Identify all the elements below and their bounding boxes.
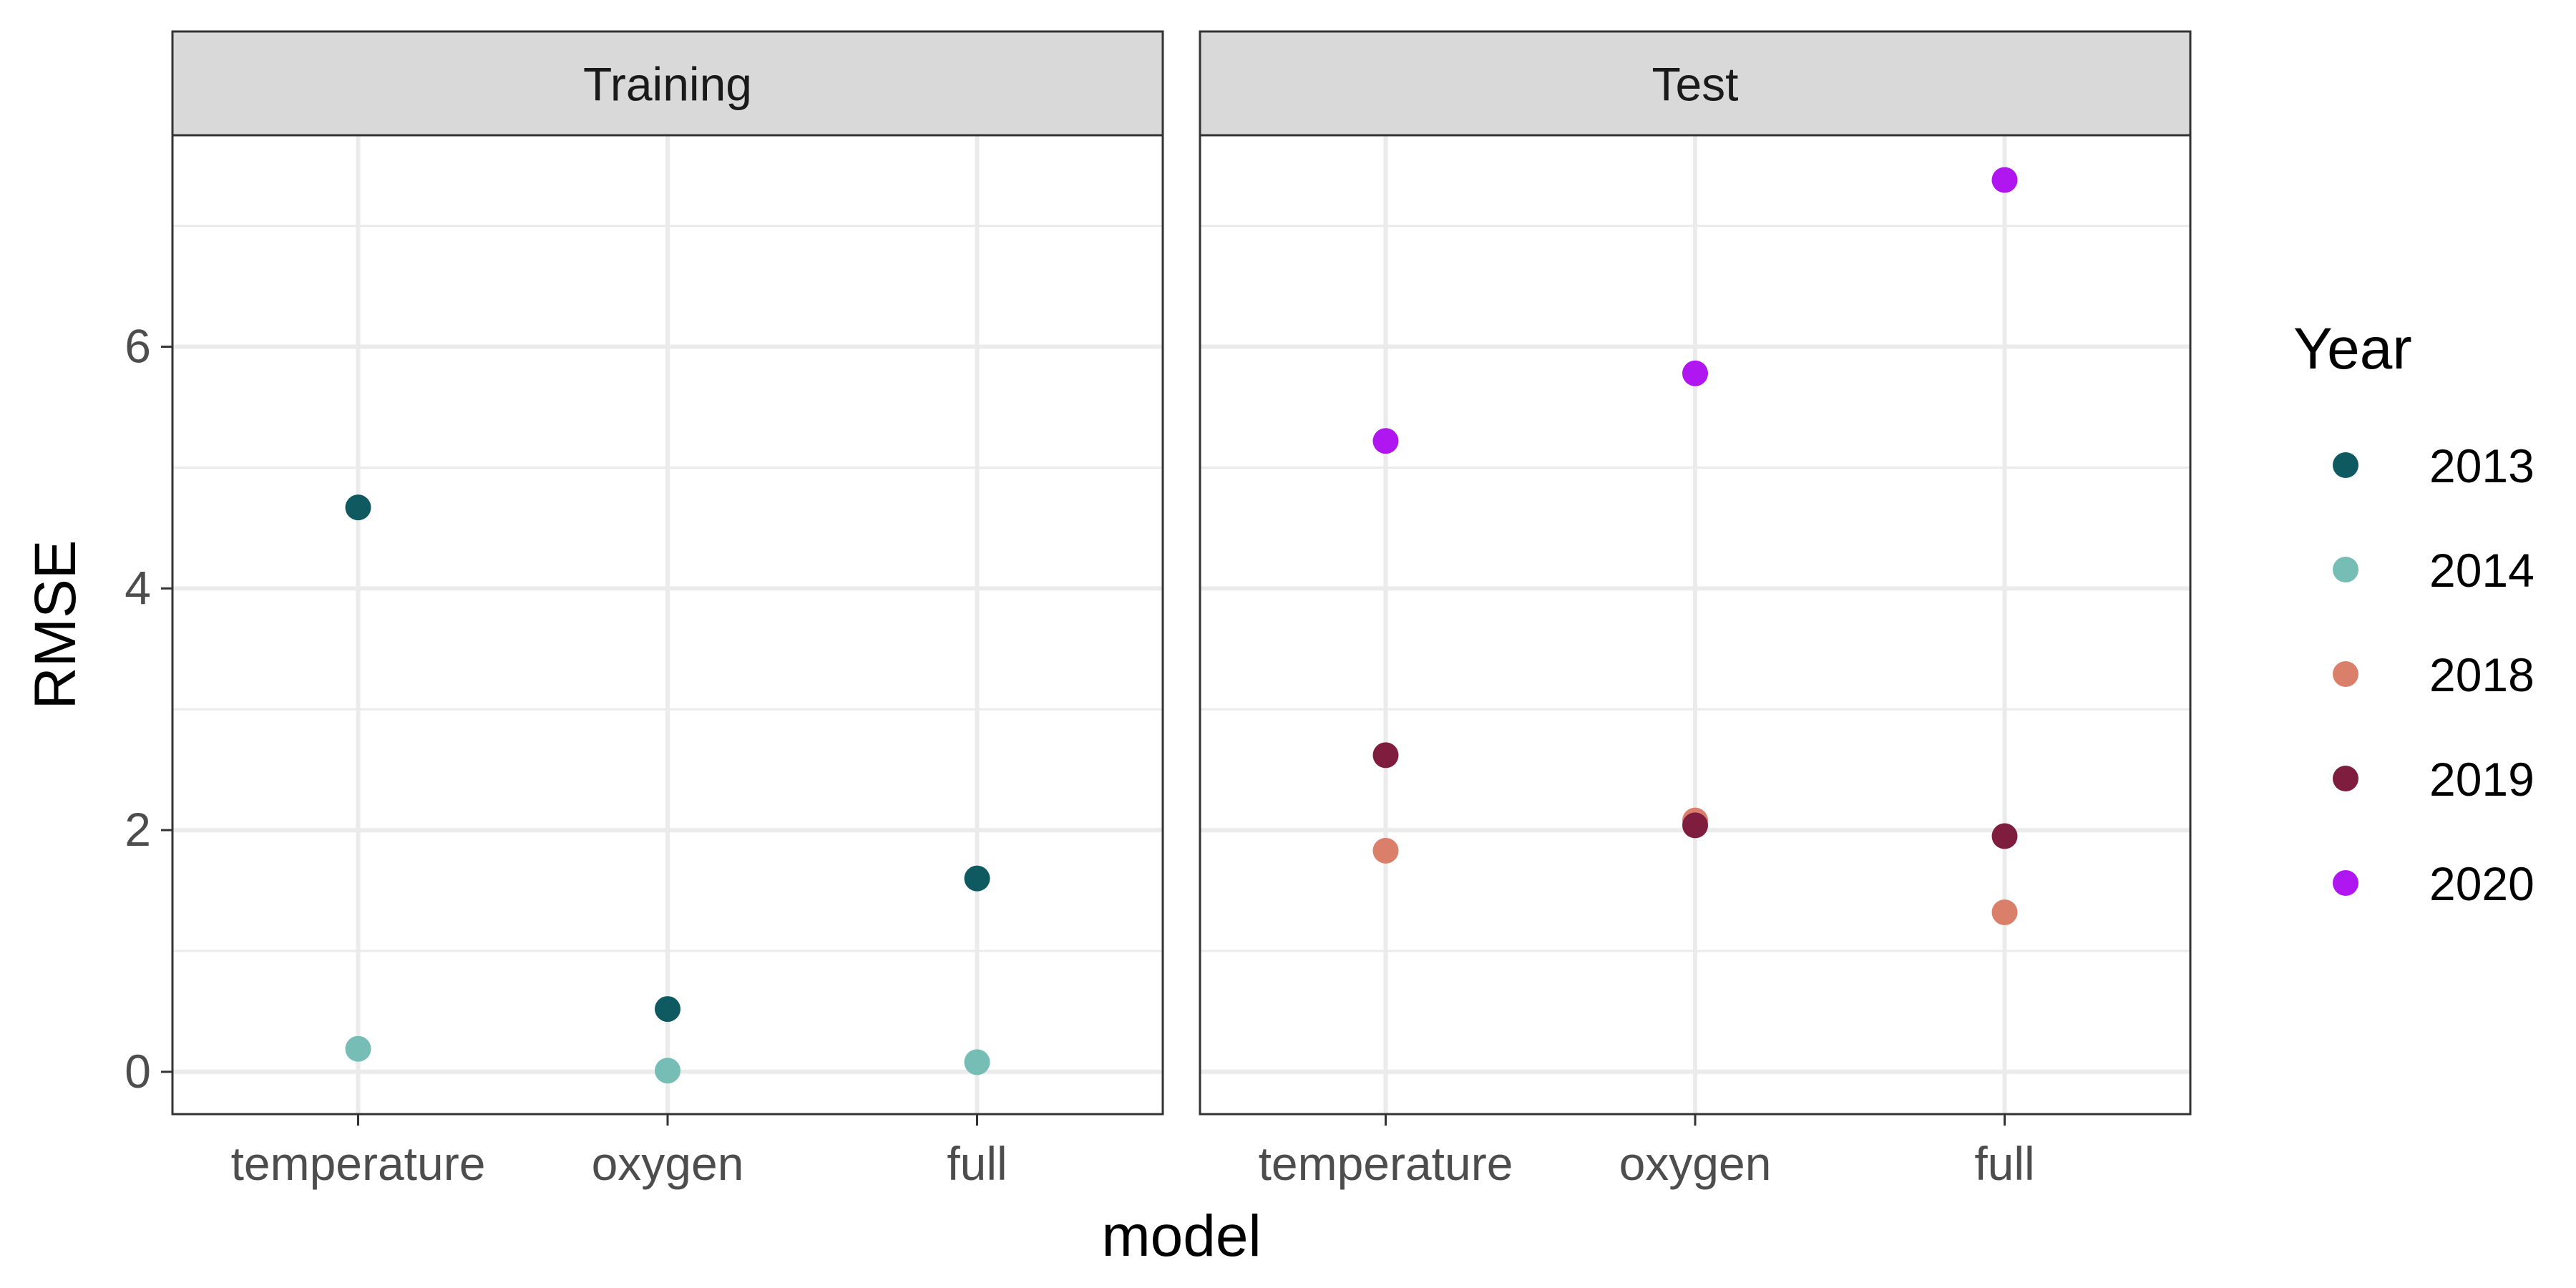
data-point-test-2019-full xyxy=(1991,823,2018,849)
y-tick-label: 6 xyxy=(125,320,151,373)
data-point-test-2019-temperature xyxy=(1372,742,1399,769)
facet-strip-training xyxy=(171,30,1164,137)
legend-marker-2018 xyxy=(2333,661,2358,687)
facet-strip-label: Test xyxy=(1652,58,1738,111)
data-point-training-2013-full xyxy=(964,865,990,892)
facet-strip-label: Training xyxy=(583,58,752,111)
data-point-test-2020-temperature xyxy=(1372,428,1399,454)
x-tick-label: oxygen xyxy=(1619,1137,1772,1190)
legend-marker-2014 xyxy=(2333,557,2358,582)
x-tick-label: full xyxy=(947,1137,1007,1190)
x-axis-title: model xyxy=(1101,1204,1261,1269)
data-point-training-2014-full xyxy=(964,1049,990,1075)
y-tick-label: 4 xyxy=(125,561,151,614)
data-point-test-2019-oxygen xyxy=(1682,812,1708,839)
data-point-test-2020-full xyxy=(1991,167,2018,193)
legend-label-2018: 2018 xyxy=(2429,648,2534,701)
legend-label-2020: 2020 xyxy=(2429,857,2534,910)
y-axis-title: RMSE xyxy=(23,540,88,710)
legend-label-2014: 2014 xyxy=(2429,544,2534,597)
legend-marker-2019 xyxy=(2333,766,2358,791)
legend-label-2013: 2013 xyxy=(2429,439,2534,492)
data-point-test-2020-oxygen xyxy=(1682,360,1708,386)
x-tick-label: oxygen xyxy=(592,1137,744,1190)
y-tick-label: 0 xyxy=(125,1045,151,1098)
data-point-training-2013-oxygen xyxy=(655,996,680,1023)
facet-strip-test xyxy=(1199,30,2192,137)
x-tick-label: temperature xyxy=(231,1137,486,1190)
data-point-test-2018-temperature xyxy=(1372,837,1399,864)
data-point-training-2014-temperature xyxy=(345,1035,371,1062)
data-point-training-2014-oxygen xyxy=(655,1058,680,1084)
y-tick-label: 2 xyxy=(125,803,151,856)
data-point-test-2018-full xyxy=(1991,899,2018,925)
data-point-training-2013-temperature xyxy=(345,494,371,521)
legend-title: Year xyxy=(2293,316,2412,381)
x-tick-label: temperature xyxy=(1259,1137,1513,1190)
x-tick-label: full xyxy=(1974,1137,2034,1190)
legend-marker-2020 xyxy=(2333,870,2358,896)
legend-marker-2013 xyxy=(2333,452,2358,478)
legend-label-2019: 2019 xyxy=(2429,753,2534,806)
